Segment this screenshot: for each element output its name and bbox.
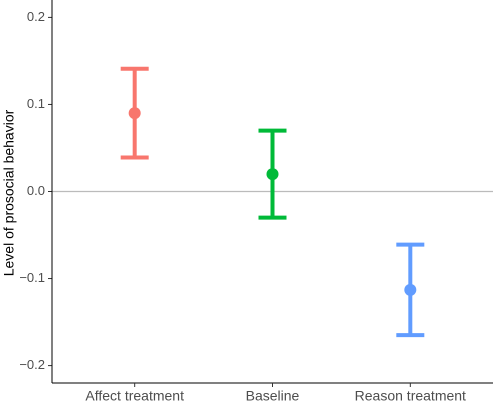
- y-tick-label: −0.1: [19, 270, 45, 285]
- y-tick-label: 0.1: [27, 96, 45, 111]
- point: [404, 283, 417, 296]
- y-tick-label: 0.0: [27, 183, 45, 198]
- y-axis-label: Level of prosocial behavior: [1, 109, 17, 276]
- x-tick-label: Baseline: [246, 388, 300, 401]
- x-tick-label: Affect treatment: [85, 388, 184, 401]
- point: [128, 107, 141, 120]
- y-tick-label: 0.2: [27, 9, 45, 24]
- y-tick-label: −0.2: [19, 357, 45, 372]
- point: [266, 168, 279, 181]
- x-tick-label: Reason treatment: [355, 388, 466, 401]
